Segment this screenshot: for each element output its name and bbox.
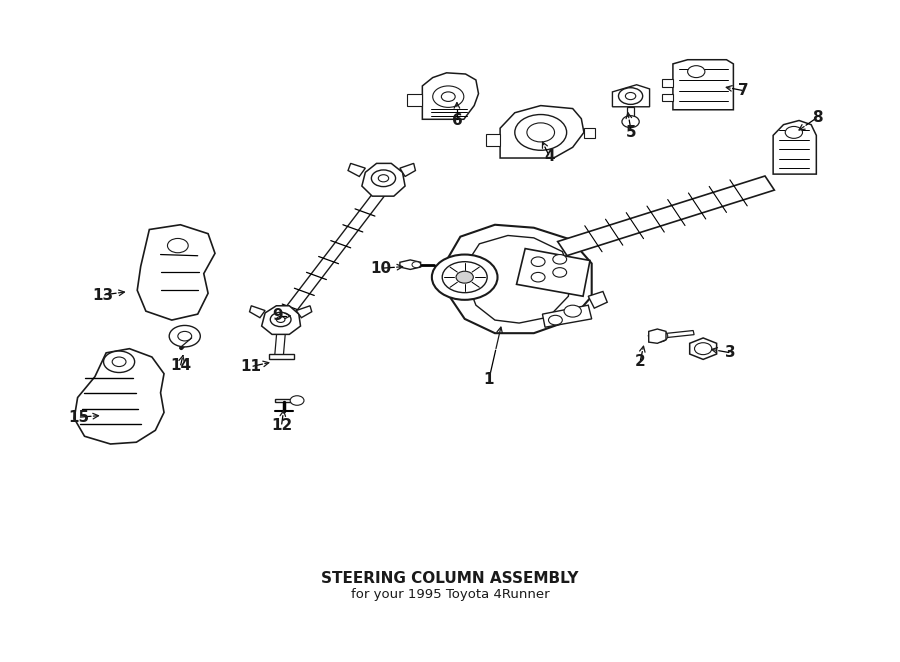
Polygon shape [543, 305, 591, 327]
Circle shape [270, 312, 291, 326]
Text: 2: 2 [634, 354, 645, 369]
Polygon shape [262, 306, 301, 334]
Text: 15: 15 [68, 410, 89, 425]
Circle shape [104, 351, 135, 373]
Text: 5: 5 [626, 125, 637, 140]
Polygon shape [648, 330, 694, 340]
Polygon shape [279, 184, 391, 320]
Circle shape [112, 357, 126, 367]
Circle shape [432, 254, 498, 300]
Text: 13: 13 [92, 287, 113, 303]
Circle shape [169, 326, 201, 347]
Polygon shape [500, 106, 584, 158]
Polygon shape [400, 164, 416, 177]
Text: 6: 6 [452, 113, 463, 128]
Circle shape [442, 261, 487, 293]
Circle shape [553, 254, 567, 264]
Polygon shape [74, 349, 164, 444]
Polygon shape [268, 354, 294, 359]
Circle shape [622, 116, 639, 128]
Circle shape [372, 170, 396, 187]
Polygon shape [649, 329, 666, 344]
Circle shape [688, 66, 705, 77]
Circle shape [531, 273, 545, 282]
Circle shape [433, 86, 464, 107]
Polygon shape [362, 164, 405, 196]
Circle shape [526, 123, 554, 142]
Text: STEERING COLUMN ASSEMBLY: STEERING COLUMN ASSEMBLY [321, 571, 579, 586]
Polygon shape [589, 291, 608, 308]
Text: 12: 12 [271, 418, 292, 433]
Circle shape [531, 257, 545, 266]
Circle shape [564, 305, 581, 317]
Circle shape [651, 330, 668, 342]
Polygon shape [407, 93, 422, 106]
Circle shape [785, 126, 803, 138]
Polygon shape [584, 128, 595, 138]
Circle shape [553, 267, 567, 277]
Polygon shape [612, 85, 650, 107]
Circle shape [441, 92, 455, 101]
Text: 8: 8 [812, 110, 823, 125]
Polygon shape [422, 73, 479, 119]
Polygon shape [673, 60, 734, 110]
Circle shape [626, 93, 635, 99]
Polygon shape [773, 120, 816, 174]
Circle shape [290, 396, 304, 405]
Text: for your 1995 Toyota 4Runner: for your 1995 Toyota 4Runner [351, 588, 549, 600]
Polygon shape [662, 79, 673, 87]
Circle shape [276, 316, 285, 322]
Polygon shape [689, 338, 716, 359]
Text: 11: 11 [241, 359, 262, 374]
Polygon shape [627, 107, 634, 122]
Polygon shape [443, 224, 591, 333]
Text: 4: 4 [544, 149, 554, 164]
Polygon shape [464, 236, 571, 323]
Circle shape [378, 175, 389, 182]
Polygon shape [275, 399, 292, 402]
Circle shape [548, 315, 562, 325]
Circle shape [695, 343, 712, 355]
Polygon shape [517, 249, 590, 296]
Polygon shape [400, 260, 420, 269]
Text: 10: 10 [370, 261, 392, 276]
Polygon shape [486, 134, 500, 146]
Circle shape [167, 238, 188, 253]
Circle shape [618, 88, 643, 105]
Circle shape [515, 115, 567, 150]
Text: 14: 14 [170, 358, 191, 373]
Polygon shape [249, 306, 266, 318]
Text: 1: 1 [483, 372, 494, 387]
Polygon shape [662, 93, 673, 101]
Circle shape [412, 261, 420, 267]
Circle shape [178, 332, 192, 341]
Text: 9: 9 [272, 308, 283, 324]
Polygon shape [137, 224, 215, 320]
Text: 7: 7 [738, 83, 749, 98]
Polygon shape [274, 317, 287, 357]
Circle shape [456, 271, 473, 283]
Text: 3: 3 [725, 346, 736, 360]
Polygon shape [296, 306, 311, 318]
Polygon shape [558, 176, 774, 256]
Polygon shape [348, 164, 365, 177]
